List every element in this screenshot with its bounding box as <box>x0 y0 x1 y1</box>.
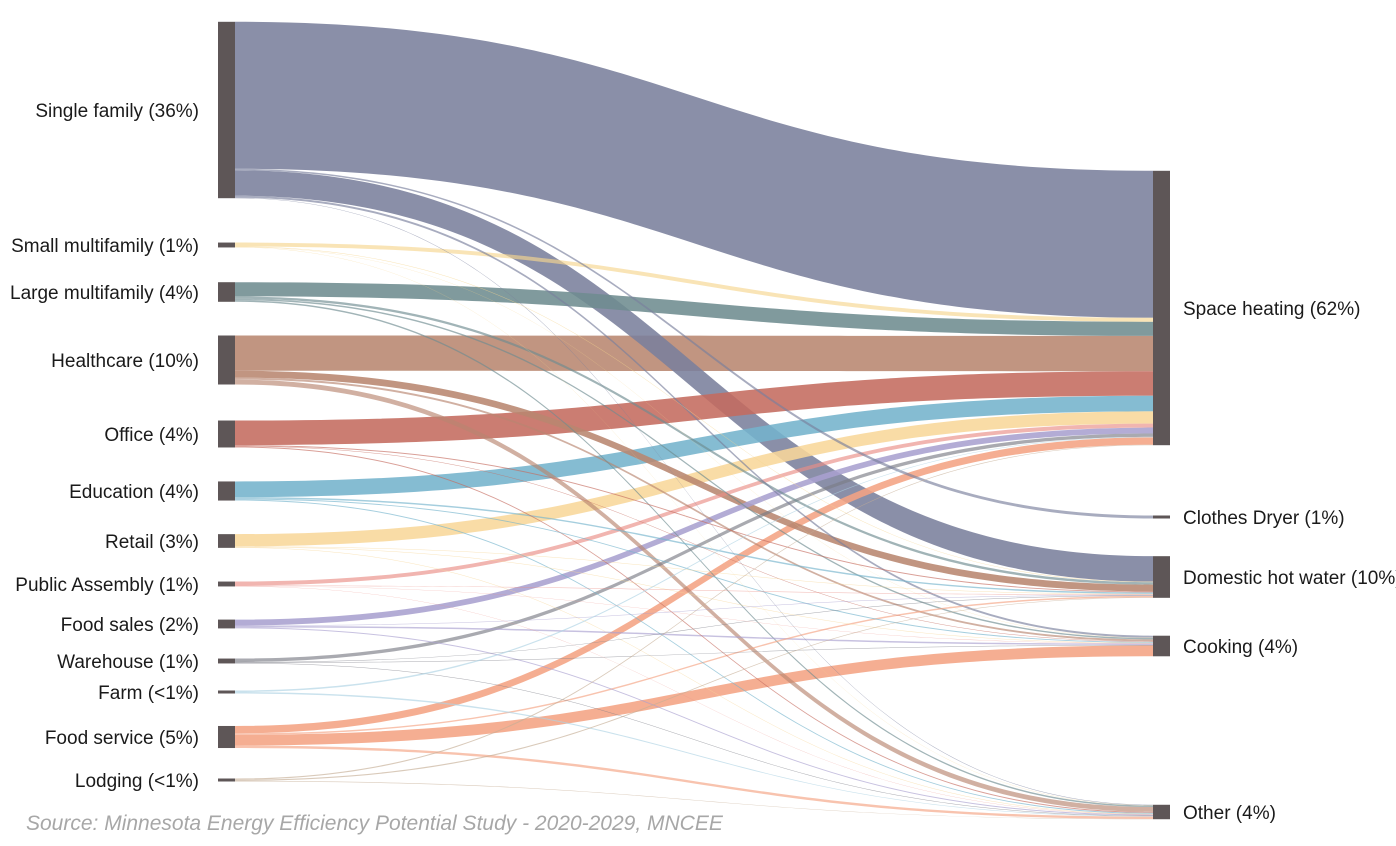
flow-edu-to-dhw <box>235 497 1153 594</box>
source-node-wh <box>218 658 235 664</box>
flow-sf-to-ck <box>235 195 1153 638</box>
target-label-oth: Other (4%) <box>1183 803 1276 824</box>
source-label-edu: Education (4%) <box>69 482 199 503</box>
source-node-fsv <box>218 725 235 749</box>
source-label-farm: Farm (<1%) <box>98 683 199 704</box>
flow-off-to-oth <box>235 446 1153 813</box>
source-node-off <box>218 420 235 448</box>
flow-pa-to-ck <box>235 585 1153 644</box>
target-node-cd <box>1153 515 1170 519</box>
flow-fs-to-ck <box>235 625 1153 646</box>
target-label-cd: Clothes Dryer (1%) <box>1183 508 1345 529</box>
source-label-hc: Healthcare (10%) <box>51 351 199 372</box>
source-node-sf <box>218 21 235 199</box>
flow-edu-to-ck <box>235 498 1153 643</box>
flow-lod-to-oth <box>235 780 1153 820</box>
source-label-lmf: Large multifamily (4%) <box>10 283 199 304</box>
source-node-fs <box>218 619 235 629</box>
flow-hc-to-oth <box>235 379 1153 812</box>
flow-wh-to-ck <box>235 645 1153 663</box>
flow-lod-to-sh <box>235 444 1153 780</box>
source-label-smf: Small multifamily (1%) <box>11 236 199 257</box>
flow-lod-to-dhw <box>235 597 1153 781</box>
flow-wh-to-sh <box>235 433 1153 662</box>
flow-smf-to-sh <box>235 242 1153 322</box>
source-node-ret <box>218 534 235 548</box>
flow-fs-to-oth <box>235 627 1153 816</box>
source-label-pa: Public Assembly (1%) <box>15 575 199 596</box>
flow-smf-to-dhw <box>235 246 1153 583</box>
flow-smf-to-oth <box>235 247 1153 806</box>
target-node-ck <box>1153 635 1170 657</box>
source-node-edu <box>218 481 235 501</box>
flow-lmf-to-dhw <box>235 296 1153 585</box>
source-node-smf <box>218 242 235 248</box>
flow-sf-to-cd <box>235 168 1153 519</box>
target-label-dhw: Domestic hot water (10%) <box>1183 568 1396 589</box>
flow-lmf-to-oth <box>235 300 1153 807</box>
source-label-ret: Retail (3%) <box>105 532 199 553</box>
flow-hc-to-ck <box>235 377 1153 642</box>
source-label-fs: Food sales (2%) <box>61 615 199 636</box>
target-node-oth <box>1153 804 1170 820</box>
flow-off-to-dhw <box>235 445 1153 593</box>
source-node-farm <box>218 690 235 694</box>
flow-hc-to-dhw <box>235 370 1153 592</box>
flow-pa-to-dhw <box>235 585 1153 595</box>
source-node-pa <box>218 581 235 587</box>
source-label-lod: Lodging (<1%) <box>75 771 199 792</box>
flow-pa-to-oth <box>235 586 1153 815</box>
flow-lmf-to-sh <box>235 282 1153 336</box>
source-label-fsv: Food service (5%) <box>45 728 199 749</box>
flow-ret-to-oth <box>235 547 1153 815</box>
flow-off-to-ck <box>235 446 1153 642</box>
flow-pa-to-sh <box>235 423 1153 586</box>
flow-layer <box>235 21 1153 820</box>
flow-wh-to-dhw <box>235 595 1153 663</box>
target-node-sh <box>1153 170 1170 446</box>
target-label-sh: Space heating (62%) <box>1183 299 1360 320</box>
label-layer: Single family (36%) Small multifamily (1%… <box>10 101 1396 824</box>
flow-lmf-to-ck <box>235 298 1153 640</box>
source-label-off: Office (4%) <box>104 425 199 446</box>
source-label-sf: Single family (36%) <box>35 101 199 122</box>
flow-fs-to-sh <box>235 427 1153 626</box>
flow-wh-to-oth <box>235 662 1153 817</box>
flow-fsv-to-dhw <box>235 595 1153 735</box>
target-node-dhw <box>1153 556 1170 598</box>
node-layer <box>218 21 1170 820</box>
flow-hc-to-sh <box>235 335 1153 372</box>
flow-fsv-to-ck <box>235 645 1153 746</box>
flow-fsv-to-oth <box>235 745 1153 819</box>
flow-sf-to-dhw <box>235 170 1153 582</box>
flow-fsv-to-sh <box>235 437 1153 734</box>
source-node-lod <box>218 778 235 782</box>
flow-edu-to-sh <box>235 395 1153 498</box>
flow-sf-to-sh <box>235 21 1153 318</box>
flow-edu-to-oth <box>235 499 1153 814</box>
flow-farm-to-sh <box>235 436 1153 692</box>
flow-ret-to-dhw <box>235 546 1153 595</box>
flow-fs-to-dhw <box>235 594 1153 626</box>
flow-farm-to-oth <box>235 692 1153 817</box>
flow-smf-to-ck <box>235 246 1153 638</box>
flow-ret-to-ck <box>235 546 1153 644</box>
source-node-lmf <box>218 282 235 302</box>
flow-sf-to-oth <box>235 197 1153 806</box>
source-node-hc <box>218 335 235 385</box>
source-note: Source: Minnesota Energy Efficiency Pote… <box>26 812 723 835</box>
target-label-ck: Cooking (4%) <box>1183 637 1298 658</box>
source-label-wh: Warehouse (1%) <box>57 652 199 673</box>
